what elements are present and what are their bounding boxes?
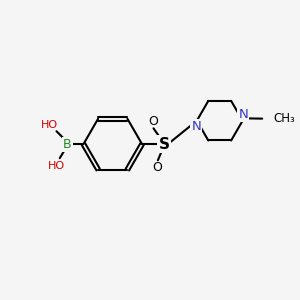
Text: N: N bbox=[238, 108, 248, 121]
Text: S: S bbox=[159, 136, 170, 152]
Text: HO: HO bbox=[48, 161, 65, 171]
Text: O: O bbox=[153, 161, 163, 174]
Text: B: B bbox=[63, 138, 72, 151]
Text: O: O bbox=[148, 116, 158, 128]
Text: CH₃: CH₃ bbox=[273, 112, 295, 125]
Text: HO: HO bbox=[41, 120, 58, 130]
Text: N: N bbox=[191, 120, 201, 133]
